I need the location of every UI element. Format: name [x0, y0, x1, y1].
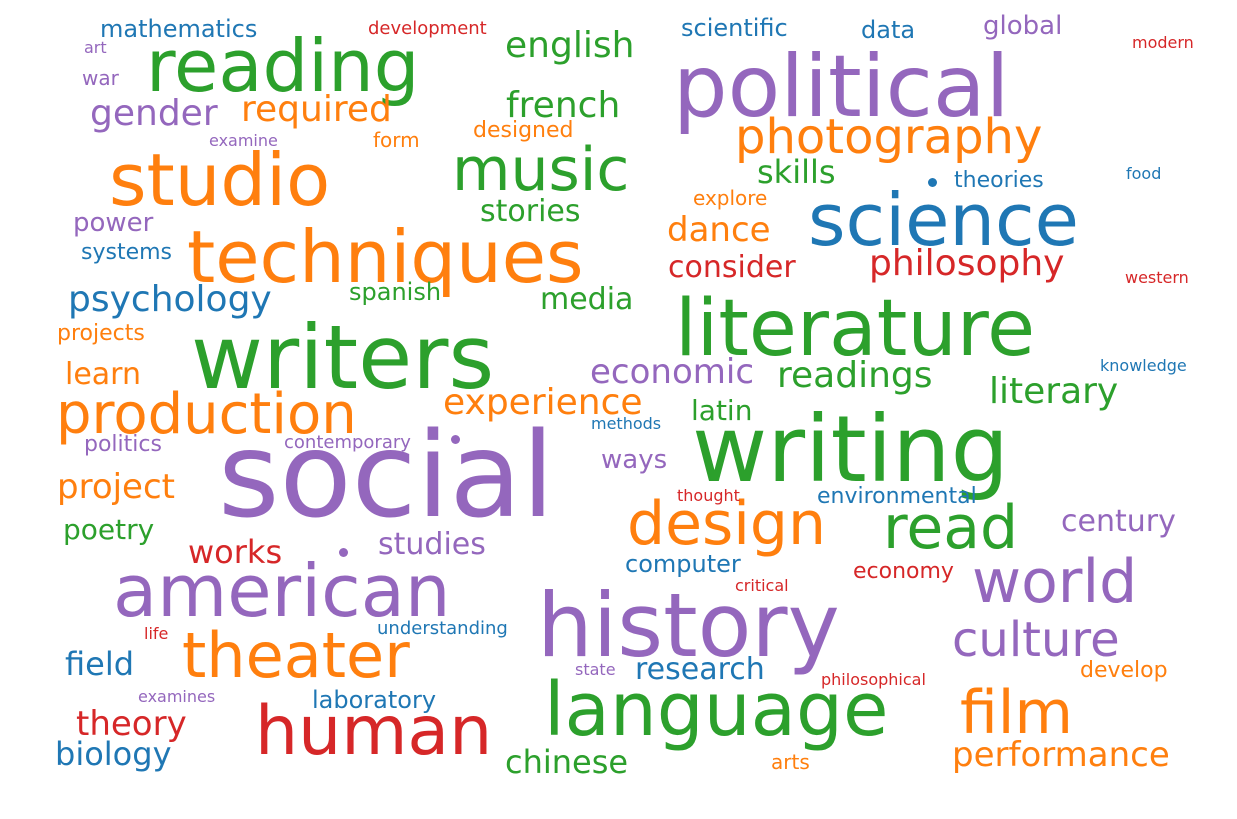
word-media: media: [540, 282, 634, 317]
word-studio: studio: [109, 138, 331, 222]
word-poetry: poetry: [63, 513, 155, 546]
word-literary: literary: [989, 371, 1119, 412]
word-life: life: [144, 624, 169, 643]
word-research: research: [635, 652, 765, 687]
word-readings: readings: [777, 355, 933, 396]
word-human: human: [255, 692, 493, 771]
word-writers: writers: [191, 306, 495, 409]
word-biology: biology: [55, 735, 172, 773]
word-mathematics: mathematics: [100, 15, 258, 43]
word-examine: examine: [209, 131, 278, 150]
word-production: production: [56, 382, 357, 447]
word-economic: economic: [590, 352, 755, 392]
word-required: required: [241, 89, 392, 130]
word-form: form: [373, 128, 420, 152]
word-economy: economy: [853, 559, 954, 584]
word-chinese: chinese: [505, 743, 629, 781]
word-designed: designed: [473, 118, 574, 143]
word-theories: theories: [954, 168, 1044, 193]
word-politics: politics: [84, 432, 162, 457]
word-design: design: [627, 489, 827, 559]
word-state: state: [575, 660, 616, 679]
word-explore: explore: [693, 186, 768, 210]
word-world: world: [972, 547, 1138, 617]
word-english: english: [505, 25, 635, 66]
word-techniques: techniques: [187, 215, 584, 299]
word-experience: experience: [443, 382, 643, 423]
word-history: history: [537, 574, 840, 677]
stray-dot: [928, 178, 937, 187]
word-literature: literature: [675, 284, 1036, 374]
word-data: data: [861, 16, 916, 44]
word-power: power: [73, 208, 154, 238]
word-development: development: [368, 18, 487, 39]
word-consider: consider: [668, 250, 796, 285]
word-systems: systems: [81, 240, 172, 265]
word-theory: theory: [76, 704, 187, 744]
word-modern: modern: [1132, 33, 1194, 52]
word-american: american: [113, 549, 451, 633]
word-knowledge: knowledge: [1100, 356, 1187, 375]
word-dance: dance: [667, 210, 771, 250]
word-critical: critical: [735, 576, 789, 595]
word-century: century: [1061, 504, 1176, 539]
word-project: project: [57, 467, 176, 507]
word-spanish: spanish: [349, 278, 442, 306]
word-understanding: understanding: [377, 618, 508, 639]
word-methods: methods: [591, 414, 662, 433]
word-projects: projects: [57, 321, 145, 346]
word-performance: performance: [952, 735, 1170, 775]
word-contemporary: contemporary: [284, 432, 411, 453]
word-science: science: [808, 178, 1079, 262]
stray-dot: [339, 548, 348, 557]
word-war: war: [82, 66, 119, 90]
word-western: western: [1125, 268, 1189, 287]
word-laboratory: laboratory: [312, 686, 437, 714]
word-language: language: [544, 667, 889, 753]
word-develop: develop: [1080, 658, 1168, 683]
word-gender: gender: [90, 93, 218, 134]
word-skills: skills: [757, 153, 836, 191]
word-thought: thought: [677, 486, 740, 505]
word-arts: arts: [771, 750, 810, 774]
word-computer: computer: [625, 550, 741, 578]
stray-dot: [451, 435, 460, 444]
word-philosophy: philosophy: [869, 243, 1065, 284]
word-global: global: [983, 11, 1063, 41]
word-film: film: [960, 678, 1073, 748]
word-culture: culture: [952, 612, 1120, 668]
word-social: social: [218, 406, 555, 544]
word-theater: theater: [182, 619, 410, 692]
word-french: french: [506, 85, 621, 126]
word-examines: examines: [138, 687, 216, 706]
word-food: food: [1126, 164, 1162, 183]
word-read: read: [883, 493, 1019, 563]
word-scientific: scientific: [681, 14, 788, 42]
word-works: works: [188, 533, 283, 571]
word-art: art: [84, 38, 107, 57]
word-field: field: [65, 645, 135, 683]
word-latin: latin: [691, 394, 753, 427]
word-writing: writing: [692, 396, 1009, 503]
word-ways: ways: [601, 445, 668, 475]
word-philosophical: philosophical: [821, 670, 926, 689]
word-learn: learn: [65, 357, 141, 392]
word-environmental: environmental: [817, 484, 977, 509]
word-psychology: psychology: [68, 279, 272, 320]
word-stories: stories: [480, 194, 581, 229]
word-reading: reading: [146, 24, 420, 108]
word-political: political: [673, 37, 1010, 137]
word-photography: photography: [735, 109, 1043, 165]
word-music: music: [452, 135, 630, 205]
word-studies: studies: [378, 527, 486, 562]
